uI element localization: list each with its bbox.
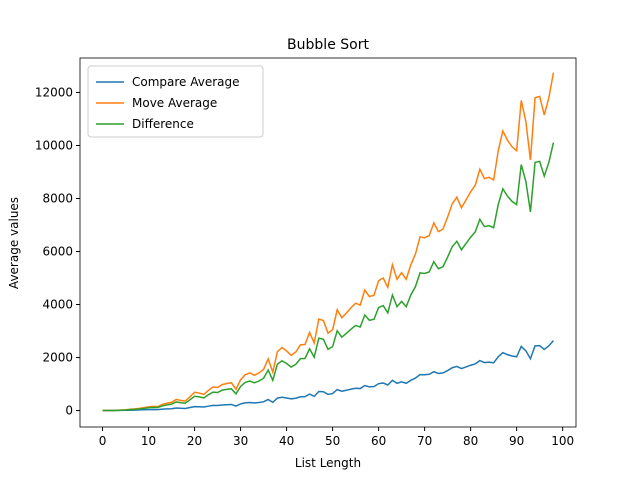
x-tick-label: 60 [371, 434, 386, 448]
x-tick-label: 40 [279, 434, 294, 448]
x-tick-label: 20 [187, 434, 202, 448]
x-tick-label: 50 [325, 434, 340, 448]
axes-frame [79, 57, 577, 428]
y-axis-label: Average values [7, 197, 21, 289]
legend-label: Difference [132, 117, 194, 131]
y-tick-label: 0 [65, 404, 73, 418]
series-line [102, 142, 555, 412]
x-tick-label: 30 [233, 434, 248, 448]
x-tick-label: 100 [551, 434, 574, 448]
y-tick-label: 2000 [42, 351, 73, 365]
x-tick-label: 90 [509, 434, 524, 448]
legend-label: Compare Average [132, 75, 240, 89]
legend-label: Move Average [132, 96, 217, 110]
x-tick-label: 70 [417, 434, 432, 448]
x-tick-label: 10 [141, 434, 156, 448]
series-line [102, 340, 555, 412]
y-tick-label: 12000 [35, 85, 73, 99]
legend-box [87, 65, 264, 138]
y-tick-label: 10000 [35, 138, 73, 152]
x-axis-label: List Length [295, 456, 361, 470]
chart-title: Bubble Sort [287, 37, 369, 53]
y-tick-label: 4000 [42, 298, 73, 312]
series-line [102, 72, 555, 412]
y-tick-label: 6000 [42, 245, 73, 259]
y-tick-label: 8000 [42, 191, 73, 205]
x-tick-label: 80 [463, 434, 478, 448]
x-tick-label: 0 [99, 434, 107, 448]
